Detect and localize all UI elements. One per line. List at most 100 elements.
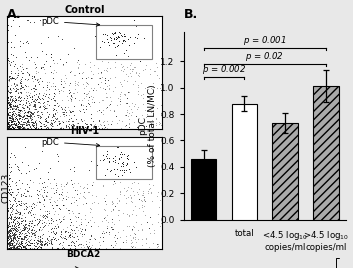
Point [17,99,23,103]
Point [126,167,132,171]
Point [33,126,39,130]
Point [90,119,96,123]
Point [104,167,110,171]
Point [155,244,161,248]
Point [58,247,63,251]
Point [37,199,42,203]
Point [5,229,10,234]
Point [41,214,47,218]
Point [6,241,11,245]
Point [8,45,13,49]
Point [5,238,10,242]
Point [131,104,137,109]
Point [36,236,41,240]
Point [8,90,13,94]
Point [77,61,82,66]
Point [101,235,106,240]
Point [6,241,12,245]
Point [20,193,25,197]
Point [20,218,26,222]
Point [16,119,21,123]
Point [9,117,15,122]
Point [78,118,84,122]
Point [104,37,110,41]
Point [60,217,66,221]
Point [6,188,12,192]
Point [51,237,57,241]
Point [139,203,144,207]
Point [57,207,63,211]
Point [126,117,132,121]
Point [97,243,103,247]
Point [88,104,93,108]
Point [114,53,119,57]
Point [16,98,22,102]
Point [118,126,124,130]
Point [8,239,13,243]
Point [15,95,21,99]
Point [122,93,128,97]
Point [37,225,42,229]
Point [5,120,11,125]
Point [47,80,52,84]
Point [103,90,109,95]
Point [13,240,18,245]
Point [44,209,50,214]
Point [7,176,13,180]
Point [57,114,62,118]
Point [31,202,36,207]
Point [38,207,43,211]
Point [13,242,19,246]
Point [107,102,112,106]
Point [17,203,23,207]
Point [13,247,18,251]
Point [116,207,121,212]
Point [37,76,43,81]
Point [12,232,18,236]
Point [44,80,49,84]
Point [80,243,86,247]
Point [81,190,86,194]
Point [61,112,67,117]
Point [18,235,23,240]
Point [51,237,57,241]
Point [7,206,13,210]
Point [23,55,29,59]
Point [86,95,92,99]
Point [110,89,115,93]
Point [114,114,119,118]
Point [91,86,97,90]
Point [62,108,68,112]
Point [29,76,35,80]
Point [76,80,81,84]
Point [77,210,82,215]
Point [115,229,121,234]
Y-axis label: pDC
(% of total LN/MC): pDC (% of total LN/MC) [138,85,157,167]
Point [20,114,26,118]
Point [13,226,19,230]
Point [41,180,47,184]
Point [19,237,25,241]
Point [60,246,65,250]
Point [101,196,107,200]
Point [143,213,148,217]
Point [16,124,22,128]
Point [6,191,12,196]
Point [48,216,54,220]
Point [109,202,114,206]
Point [13,122,18,127]
Point [27,116,32,120]
Point [31,228,37,232]
Point [56,122,62,126]
Point [5,23,11,27]
Point [131,231,137,235]
Point [84,92,90,96]
Point [13,97,19,101]
Point [5,221,10,225]
Point [15,199,20,203]
Point [17,110,23,115]
Point [38,246,44,251]
Point [12,89,18,93]
Point [154,242,160,246]
Point [24,236,30,241]
